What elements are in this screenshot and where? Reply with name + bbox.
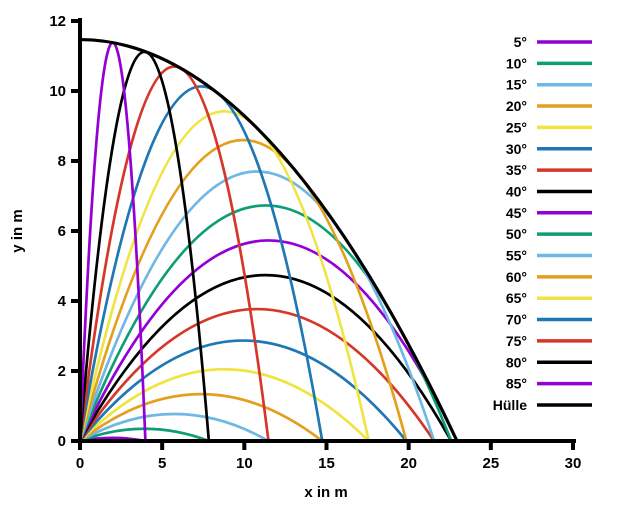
x-tick-label: 25 — [482, 455, 499, 472]
legend-label-5°: 5° — [514, 34, 527, 50]
legend-label-10°: 10° — [506, 55, 527, 71]
y-tick-label: 6 — [58, 223, 66, 240]
y-tick-label: 12 — [49, 13, 66, 30]
legend-label-55°: 55° — [506, 248, 527, 264]
curve-25° — [79, 367, 370, 442]
x-tick-label: 20 — [400, 455, 417, 472]
legend: 5° 10° 15° 20° 25° 30° 35° 40° 45° 50° 55° 60° 65° 70… — [493, 34, 592, 413]
curve-55° — [78, 170, 436, 442]
x-tick-label: 15 — [318, 455, 335, 472]
legend-label-45°: 45° — [506, 205, 527, 221]
legend-label-30°: 30° — [506, 141, 527, 157]
curve-60° — [78, 138, 408, 442]
legend-label-75°: 75° — [506, 333, 527, 349]
curve-45° — [78, 239, 459, 442]
curve-15° — [79, 412, 270, 443]
legend-label-40°: 40° — [506, 183, 527, 199]
curve-20° — [79, 392, 324, 443]
legend-label-80°: 80° — [506, 354, 527, 370]
x-axis-label: x in m — [304, 484, 347, 501]
curve-Hülle — [79, 37, 459, 442]
x-tick-label: 0 — [76, 455, 84, 472]
y-tick-label: 8 — [58, 153, 66, 170]
x-tick-label: 5 — [158, 455, 166, 472]
legend-label-65°: 65° — [506, 290, 527, 306]
x-tick-label: 30 — [565, 455, 582, 472]
legend-label-Hülle: Hülle — [493, 397, 527, 413]
axes-group: 0 5 10 15 20 25 30 0 2 4 6 8 10 12 — [49, 13, 581, 472]
legend-label-60°: 60° — [506, 269, 527, 285]
x-tick-label: 10 — [236, 455, 253, 472]
legend-label-85°: 85° — [506, 376, 527, 392]
curve-35° — [78, 307, 436, 442]
legend-label-15°: 15° — [506, 77, 527, 93]
y-tick-label: 10 — [49, 83, 66, 100]
legend-label-25°: 25° — [506, 119, 527, 135]
y-tick-label: 0 — [58, 433, 66, 450]
curve-30° — [78, 339, 408, 442]
curve-40° — [78, 273, 453, 442]
y-axis-label: y in m — [9, 209, 26, 252]
curve-65° — [78, 109, 371, 442]
curve-70° — [78, 85, 324, 442]
legend-label-50°: 50° — [506, 226, 527, 242]
y-tick-label: 4 — [58, 293, 67, 310]
legend-label-70°: 70° — [506, 312, 527, 328]
y-tick-label: 2 — [58, 363, 66, 380]
curve-75° — [78, 65, 270, 442]
legend-label-35°: 35° — [506, 162, 527, 178]
curves-group — [78, 37, 459, 443]
legend-label-20°: 20° — [506, 98, 527, 114]
